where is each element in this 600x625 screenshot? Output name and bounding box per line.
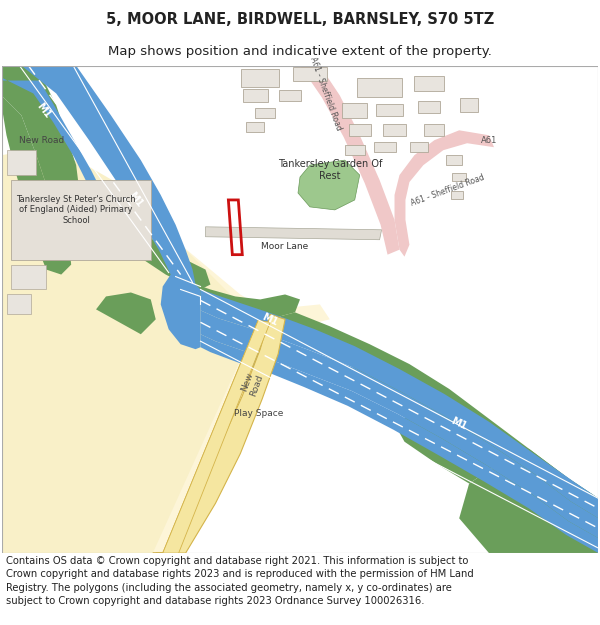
Polygon shape (153, 321, 270, 553)
Bar (7, 294, 31, 314)
Polygon shape (298, 160, 359, 210)
Bar (246, 122, 264, 132)
Text: M1: M1 (260, 311, 280, 328)
Bar (293, 67, 328, 81)
Bar (446, 155, 462, 165)
Polygon shape (459, 449, 598, 553)
Polygon shape (2, 150, 258, 553)
Text: M1: M1 (449, 416, 469, 432)
Polygon shape (205, 227, 382, 240)
Bar (342, 103, 367, 118)
Polygon shape (170, 276, 300, 316)
Bar (410, 142, 428, 152)
Text: Play Space: Play Space (233, 409, 283, 418)
Bar (383, 124, 406, 136)
Text: 5, MOOR LANE, BIRDWELL, BARNSLEY, S70 5TZ: 5, MOOR LANE, BIRDWELL, BARNSLEY, S70 5T… (106, 12, 494, 27)
Polygon shape (161, 274, 200, 349)
Text: Moor Lane: Moor Lane (262, 242, 309, 251)
Text: A61: A61 (481, 136, 497, 145)
Bar (11, 180, 151, 259)
Bar (279, 89, 301, 101)
Polygon shape (395, 409, 499, 484)
Polygon shape (395, 130, 494, 257)
Bar (11, 264, 46, 289)
Text: Registry. The polygons (including the associated geometry, namely x, y co-ordina: Registry. The polygons (including the as… (6, 583, 452, 593)
Text: Tankersley Garden Of
Rest: Tankersley Garden Of Rest (278, 159, 382, 181)
Bar (374, 142, 395, 152)
Polygon shape (153, 321, 268, 553)
Polygon shape (295, 66, 400, 254)
Polygon shape (2, 78, 106, 200)
Bar (345, 145, 365, 155)
Text: M1: M1 (127, 191, 145, 209)
Bar (243, 89, 268, 102)
Polygon shape (2, 96, 71, 274)
Bar (255, 108, 275, 118)
Text: New Road: New Road (19, 136, 65, 145)
Text: subject to Crown copyright and database rights 2023 Ordnance Survey 100026316.: subject to Crown copyright and database … (6, 596, 425, 606)
Bar (7, 150, 37, 175)
Text: Contains OS data © Crown copyright and database right 2021. This information is : Contains OS data © Crown copyright and d… (6, 556, 469, 566)
Polygon shape (2, 66, 81, 245)
Text: A61 - Sheffield Road: A61 - Sheffield Road (409, 173, 485, 208)
Polygon shape (200, 334, 598, 553)
Polygon shape (86, 187, 211, 289)
Bar (349, 124, 371, 136)
Bar (357, 78, 402, 98)
Bar (424, 124, 444, 136)
Polygon shape (2, 155, 330, 553)
Bar (460, 99, 478, 112)
Bar (415, 76, 444, 91)
Bar (418, 101, 440, 113)
Text: M1: M1 (34, 101, 52, 120)
Polygon shape (156, 314, 285, 553)
Text: Tankersley St Peter's Church
of England (Aided) Primary
School: Tankersley St Peter's Church of England … (16, 195, 136, 225)
Polygon shape (280, 312, 598, 533)
Bar (451, 191, 463, 199)
Bar (452, 173, 466, 181)
Text: A61 - Sheffield Road: A61 - Sheffield Road (308, 56, 343, 131)
Polygon shape (22, 66, 196, 289)
Bar (376, 104, 403, 116)
Text: Map shows position and indicative extent of the property.: Map shows position and indicative extent… (108, 45, 492, 58)
Polygon shape (200, 311, 598, 538)
Polygon shape (96, 292, 156, 334)
Polygon shape (200, 289, 598, 518)
Bar (241, 69, 279, 86)
Text: New
Road: New Road (239, 370, 265, 398)
Text: Crown copyright and database rights 2023 and is reproduced with the permission o: Crown copyright and database rights 2023… (6, 569, 474, 579)
